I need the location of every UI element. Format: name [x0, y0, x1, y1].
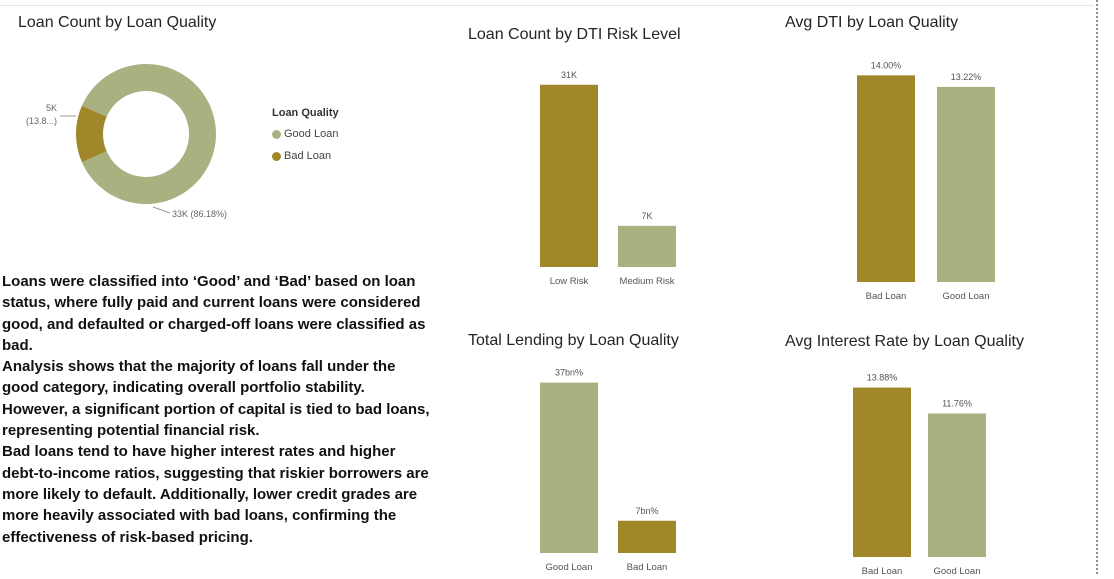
data-label: 7bn% — [635, 506, 658, 516]
bar1-svg: 31K Low Risk 7K Medium Risk — [540, 70, 676, 287]
bar-bad-loan[interactable] — [857, 75, 915, 283]
x-tick-label: Bad Loan — [866, 291, 907, 302]
bar-good-loan[interactable] — [540, 382, 598, 553]
x-tick-label: Low Risk — [550, 276, 589, 287]
avg-interest-bar-chart[interactable]: 13.88% Bad Loan 11.76% Good Loan — [835, 362, 1015, 579]
x-tick-label: Good Loan — [942, 291, 989, 302]
bar-good-loan[interactable] — [928, 413, 986, 557]
data-label: 13.88% — [867, 373, 898, 383]
note-paragraph: Bad loans tend to have higher interest r… — [2, 443, 429, 546]
data-label: 13.22% — [951, 72, 982, 82]
bar-low-risk[interactable] — [540, 84, 598, 268]
bar4-svg: 13.88% Bad Loan 11.76% Good Loan — [853, 373, 986, 577]
donut-svg: 5K (13.8...) 33K (86.18%) — [26, 64, 227, 219]
bar2-svg: 14.00% Bad Loan 13.22% Good Loan — [857, 60, 995, 302]
data-label: 11.76% — [942, 398, 972, 408]
x-tick-label: Bad Loan — [862, 566, 903, 577]
analysis-notes: Loans were classified into ‘Good’ and ‘B… — [2, 271, 432, 548]
legend-label-bad: Bad Loan — [284, 150, 332, 162]
bar-medium-risk[interactable] — [618, 225, 676, 267]
data-label: 37bn% — [555, 368, 583, 378]
data-label: 7K — [641, 211, 652, 221]
data-label: 14.00% — [871, 60, 902, 70]
x-tick-label: Good Loan — [545, 562, 592, 573]
top-border — [0, 5, 1094, 6]
bar-bad-loan[interactable] — [618, 520, 676, 553]
legend-item-bad[interactable]: Bad Loan — [272, 145, 339, 167]
bar-bad-loan[interactable] — [853, 387, 911, 557]
donut-label-bad-count: 5K — [46, 103, 57, 113]
donut-chart[interactable]: 5K (13.8...) 33K (86.18%) — [0, 40, 420, 240]
x-tick-label: Good Loan — [933, 566, 980, 577]
donut-label-bad-pct: (13.8...) — [26, 116, 57, 126]
total-lending-bar-chart[interactable]: 37bn% Good Loan 7bn% Bad Loan — [520, 360, 720, 575]
legend-item-good[interactable]: Good Loan — [272, 123, 339, 145]
avg-interest-title: Avg Interest Rate by Loan Quality — [785, 333, 1024, 350]
bar3-svg: 37bn% Good Loan 7bn% Bad Loan — [540, 368, 676, 573]
dti-risk-bar-chart[interactable]: 31K Low Risk 7K Medium Risk — [520, 55, 720, 289]
data-label: 31K — [561, 70, 577, 80]
bar-good-loan[interactable] — [937, 86, 995, 282]
avg-dti-title: Avg DTI by Loan Quality — [785, 14, 959, 31]
avg-dti-bar-chart[interactable]: 14.00% Bad Loan 13.22% Good Loan — [840, 50, 1020, 304]
x-tick-label: Medium Risk — [620, 276, 675, 287]
donut-label-good: 33K (86.18%) — [172, 209, 227, 219]
legend-title: Loan Quality — [272, 107, 339, 119]
legend-label-good: Good Loan — [284, 128, 339, 140]
donut-legend: Loan Quality Good Loan Bad Loan — [272, 107, 339, 167]
x-tick-label: Bad Loan — [627, 562, 668, 573]
donut-slice-bad[interactable] — [76, 105, 107, 163]
note-paragraph: Loans were classified into ‘Good’ and ‘B… — [2, 273, 426, 354]
dti-risk-title: Loan Count by DTI Risk Level — [468, 26, 681, 43]
total-lending-title: Total Lending by Loan Quality — [468, 332, 679, 349]
note-paragraph: Analysis shows that the majority of loan… — [2, 358, 430, 440]
donut-slice-good[interactable] — [81, 64, 216, 204]
donut-title: Loan Count by Loan Quality — [18, 14, 217, 31]
legend-dot-good — [272, 129, 281, 139]
page-edge-divider — [1096, 0, 1098, 574]
legend-dot-bad — [272, 151, 281, 161]
